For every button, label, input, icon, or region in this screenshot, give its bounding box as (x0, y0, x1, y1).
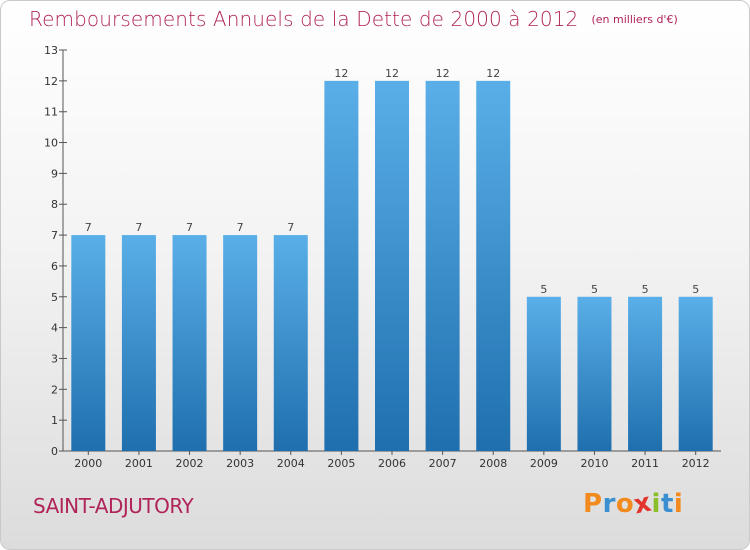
bar-2011 (628, 296, 663, 451)
data-label: 12 (436, 67, 450, 80)
data-label: 7 (287, 221, 294, 234)
data-label: 12 (334, 67, 348, 80)
data-label: 5 (642, 283, 649, 296)
x-tick-label: 2001 (125, 457, 153, 470)
y-tick-label: 6 (51, 260, 58, 273)
x-tick-label: 2004 (277, 457, 305, 470)
x-tick-label: 2006 (378, 457, 406, 470)
bar-2000 (71, 235, 106, 451)
data-label: 12 (486, 67, 500, 80)
x-tick-label: 2003 (226, 457, 254, 470)
y-tick-label: 8 (51, 198, 58, 211)
x-tick-label: 2012 (682, 457, 710, 470)
data-label: 7 (85, 221, 92, 234)
y-tick-label: 12 (44, 75, 58, 88)
y-tick-label: 3 (51, 352, 58, 365)
x-tick-label: 2002 (176, 457, 204, 470)
bar-2002 (172, 235, 207, 451)
y-tick-label: 11 (44, 106, 58, 119)
logo-letter: i (673, 489, 684, 519)
data-label: 7 (186, 221, 193, 234)
bar-2001 (121, 235, 156, 451)
data-label: 5 (591, 283, 598, 296)
y-tick-label: 7 (51, 229, 58, 242)
x-tick-label: 2005 (327, 457, 355, 470)
data-label: 7 (237, 221, 244, 234)
x-tick-label: 2010 (580, 457, 608, 470)
data-label: 5 (692, 283, 699, 296)
y-tick-label: 13 (44, 44, 58, 57)
logo-letter: o (615, 489, 635, 519)
data-label: 7 (135, 221, 142, 234)
bar-2012 (678, 296, 713, 451)
bar-2006 (375, 80, 409, 451)
logo-letter: r (602, 489, 616, 519)
bar-2009 (526, 296, 561, 451)
chart-subtitle: (en milliers d'€) (591, 13, 678, 26)
y-tick-label: 0 (51, 445, 58, 458)
y-tick-label: 5 (51, 291, 58, 304)
logo-letter: t (660, 489, 674, 519)
chart-title: Remboursements Annuels de la Dette de 20… (29, 7, 579, 31)
data-label: 12 (385, 67, 399, 80)
x-tick-label: 2011 (631, 457, 659, 470)
y-tick-label: 9 (51, 167, 58, 180)
bar-2008 (476, 80, 511, 451)
y-tick-label: 4 (51, 322, 58, 335)
title-row: Remboursements Annuels de la Dette de 20… (29, 7, 678, 31)
bar-2007 (425, 80, 460, 451)
x-tick-label: 2000 (74, 457, 102, 470)
proxiti-logo: Proxiti (583, 488, 684, 521)
logo-letter: P (583, 489, 603, 519)
commune-name: SAINT-ADJUTORY (33, 494, 194, 518)
logo-letter: i (651, 489, 661, 519)
bar-2010 (577, 296, 612, 451)
y-tick-label: 1 (51, 414, 58, 427)
data-label: 5 (540, 283, 547, 296)
bar-2005 (324, 80, 359, 451)
bar-2003 (223, 235, 258, 451)
y-tick-label: 10 (44, 137, 58, 150)
y-tick-label: 2 (51, 383, 58, 396)
x-tick-label: 2007 (429, 457, 457, 470)
x-tick-label: 2008 (479, 457, 507, 470)
bar-2004 (273, 235, 308, 451)
x-tick-label: 2009 (530, 457, 558, 470)
